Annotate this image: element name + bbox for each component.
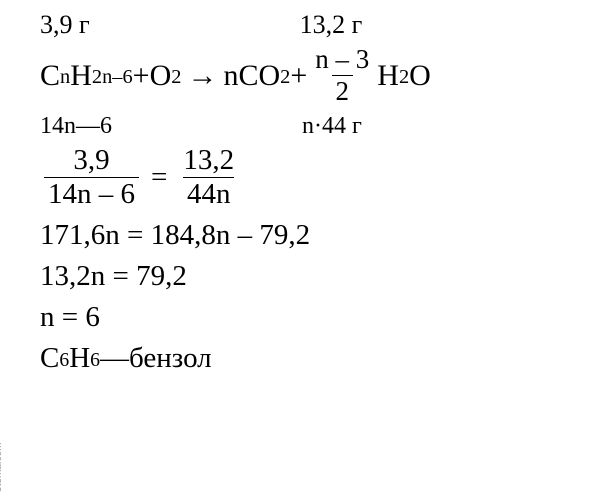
coef-n: n — [223, 59, 238, 93]
reagent-c: C — [40, 59, 60, 93]
step-3: n = 6 — [40, 301, 570, 334]
proportion-equation: 3,9 14n – 6 = 13,2 44n — [40, 146, 570, 209]
result-dash: — — [100, 342, 129, 375]
frac-left-num: 3,9 — [69, 146, 113, 177]
plus-2: + — [290, 59, 307, 93]
result-c: C — [40, 342, 59, 375]
frac-left-den: 14n – 6 — [44, 177, 139, 209]
result-h-sub: 6 — [90, 349, 100, 372]
result-c-sub: 6 — [59, 349, 69, 372]
mass-left: 3,9 г — [40, 10, 90, 40]
h2o-h: H — [377, 59, 399, 93]
result-line: C6H6 — бензол — [40, 342, 570, 375]
fraction-n-minus-3-over-2: n – 3 2 — [311, 46, 373, 105]
mass-annotation-row: 3,9 г 13,2 г — [40, 10, 570, 40]
molar-annotation-row: 14n—6 n·44 г — [40, 113, 570, 140]
molar-right: n·44 г — [302, 113, 362, 140]
h2o-o: O — [409, 59, 431, 93]
chemical-equation: CnH2n–6 + O2 → nCO2 + n – 3 2 H2O — [40, 46, 570, 105]
fraction-right: 13,2 44n — [179, 146, 238, 209]
frac-right-den: 44n — [183, 177, 235, 209]
result-h: H — [69, 342, 90, 375]
step-1: 171,6n = 184,8n – 79,2 — [40, 219, 570, 252]
frac-right-num: 13,2 — [179, 146, 238, 177]
h2o-h-sub: 2 — [399, 66, 409, 89]
co2-o: O — [258, 59, 280, 93]
watermark-text: 5terka.com — [0, 443, 4, 492]
mass-right: 13,2 г — [300, 10, 363, 40]
co2-sub: 2 — [280, 66, 290, 89]
co2-c: C — [238, 59, 258, 93]
step-2: 13,2n = 79,2 — [40, 260, 570, 293]
reagent-c-sub: n — [60, 66, 70, 89]
reagent-h-sub: 2n–6 — [92, 66, 133, 89]
equals-sign: = — [151, 161, 167, 194]
frac-num: n – 3 — [311, 46, 373, 75]
fraction-left: 3,9 14n – 6 — [44, 146, 139, 209]
plus-1: + — [133, 59, 150, 93]
o2-sub: 2 — [171, 66, 181, 89]
result-name: бензол — [129, 342, 212, 375]
o2-o: O — [150, 59, 172, 93]
molar-left: 14n—6 — [40, 113, 112, 140]
reagent-h: H — [70, 59, 92, 93]
frac-den: 2 — [332, 75, 354, 105]
arrow-icon: → — [187, 59, 217, 93]
